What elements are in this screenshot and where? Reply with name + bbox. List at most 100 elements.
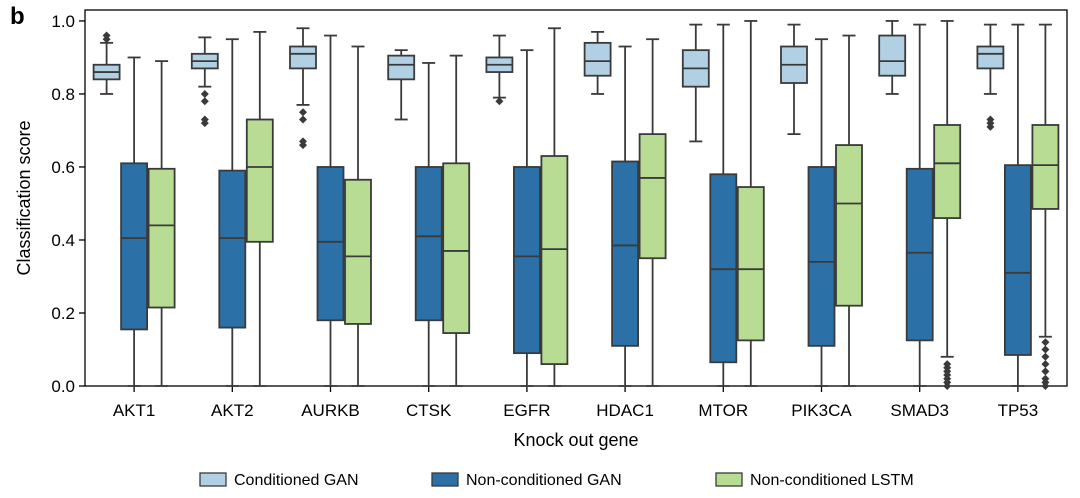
box-iqr	[1004, 164, 1032, 356]
box-tp53-2	[1031, 23, 1060, 390]
outlier-point	[102, 31, 111, 40]
box-iqr	[583, 41, 612, 77]
x-tick-label: AKT1	[113, 401, 156, 420]
legend-label: Non-conditioned GAN	[466, 472, 622, 489]
box-aurkb-1	[316, 34, 345, 387]
y-tick-label: 0.0	[51, 377, 75, 396]
y-tick-label: 0.4	[51, 231, 75, 250]
box-aurkb-2	[344, 45, 372, 387]
box-iqr	[289, 45, 317, 70]
box-hdac1-1	[611, 45, 639, 387]
box-ctsk-1	[414, 62, 443, 387]
box-iqr	[807, 166, 836, 347]
outlier-point	[495, 97, 504, 106]
outlier-point	[1041, 338, 1050, 347]
box-akt1-0	[92, 31, 121, 95]
legend-label: Non-conditioned LSTM	[750, 472, 914, 489]
box-egfr-2	[540, 27, 569, 387]
box-iqr	[316, 166, 345, 322]
box-iqr	[344, 178, 372, 325]
y-tick-label: 0.2	[51, 304, 75, 323]
box-iqr	[878, 34, 907, 77]
box-hdac1-2	[638, 38, 667, 387]
outlier-point	[299, 115, 307, 124]
box-akt1-2	[147, 60, 176, 387]
outlier-point	[1041, 352, 1050, 361]
box-aurkb-0	[289, 27, 317, 150]
plot-area: 0.0 0.2 0.4 0.6 0.8 1.0 AKT1 AKT2 AURKB CTSK EGFR H…	[51, 9, 1068, 420]
box-pik3ca-1	[807, 38, 836, 387]
box-ctsk-0	[387, 49, 416, 121]
box-iqr	[835, 144, 863, 307]
y-tick-label: 0.8	[51, 85, 75, 104]
legend-swatch	[431, 472, 459, 487]
x-axis-title: Knock out gene	[513, 430, 638, 450]
box-smad3-2	[933, 20, 962, 390]
box-hdac1-0	[583, 31, 612, 95]
box-iqr	[540, 155, 569, 365]
x-tick-label: TP53	[998, 401, 1039, 420]
outlier-point	[1041, 345, 1050, 354]
x-tick-label: PIK3CA	[791, 401, 852, 420]
box-mtor-1	[709, 23, 738, 387]
outlier-point	[299, 141, 307, 150]
box-iqr	[513, 166, 541, 355]
x-tick-label: AKT2	[211, 401, 254, 420]
outlier-point	[200, 97, 209, 106]
box-iqr	[933, 124, 962, 219]
box-iqr	[147, 167, 176, 309]
outlier-point	[986, 122, 995, 131]
box-iqr	[1031, 124, 1060, 210]
box-mtor-2	[736, 20, 765, 387]
outlier-point	[200, 119, 209, 128]
box-smad3-0	[878, 20, 907, 95]
outlier-point	[1041, 360, 1050, 369]
legend: Conditioned GAN Non-conditioned GAN Non-co…	[199, 472, 914, 489]
box-iqr	[414, 166, 443, 322]
box-iqr	[218, 169, 247, 329]
box-iqr	[387, 54, 416, 81]
x-tick-label: CTSK	[406, 401, 452, 420]
box-pik3ca-0	[780, 23, 808, 136]
legend-swatch	[715, 472, 743, 487]
box-iqr	[976, 45, 1005, 70]
box-iqr	[905, 167, 934, 342]
legend-swatch	[199, 472, 227, 487]
x-tick-label: SMAD3	[890, 401, 949, 420]
box-akt1-1	[120, 56, 148, 387]
box-iqr	[736, 186, 765, 342]
y-tick-label: 1.0	[51, 12, 75, 31]
outlier-point	[943, 382, 952, 390]
box-iqr	[442, 162, 471, 334]
box-smad3-1	[905, 23, 934, 387]
box-tp53-1	[1004, 23, 1032, 387]
panel-letter: b	[10, 3, 25, 30]
outlier-point	[299, 108, 307, 117]
box-egfr-0	[485, 34, 514, 106]
box-akt2-1	[218, 38, 247, 387]
y-tick-label: 0.6	[51, 158, 75, 177]
plot-frame	[84, 9, 1068, 387]
box-akt2-2	[245, 31, 274, 387]
x-tick-label: EGFR	[503, 401, 550, 420]
box-iqr	[611, 160, 639, 347]
outlier-point	[1041, 367, 1050, 376]
x-tick-label: HDAC1	[596, 401, 654, 420]
x-tick-label: AURKB	[301, 401, 360, 420]
box-akt2-0	[190, 36, 219, 128]
box-ctsk-2	[442, 54, 471, 387]
box-mtor-0	[681, 23, 710, 143]
box-pik3ca-2	[835, 34, 863, 387]
box-iqr	[638, 133, 667, 260]
box-iqr	[709, 173, 738, 364]
y-axis-title: Classification score	[14, 120, 34, 275]
outlier-point	[200, 89, 209, 98]
box-iqr	[120, 162, 148, 331]
box-egfr-1	[513, 49, 541, 387]
outlier-point	[1041, 382, 1050, 390]
x-tick-label: MTOR	[698, 401, 748, 420]
box-tp53-0	[976, 23, 1005, 131]
box-iqr	[245, 118, 274, 243]
legend-label: Conditioned GAN	[234, 472, 359, 489]
